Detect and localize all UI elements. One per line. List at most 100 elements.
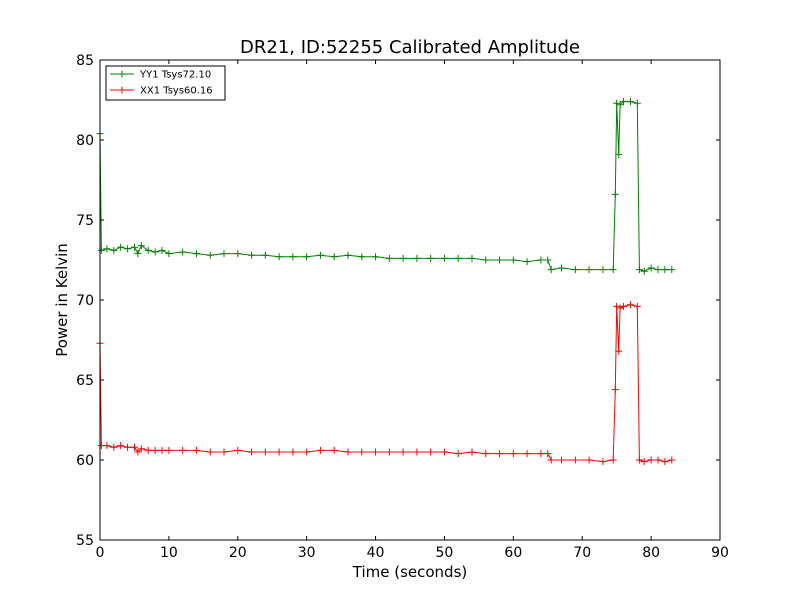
- data-point: [611, 190, 619, 198]
- data-point: [220, 448, 228, 456]
- data-point: [482, 450, 490, 458]
- data-point: [110, 443, 118, 451]
- series-1: [96, 301, 676, 466]
- data-point: [134, 448, 142, 456]
- data-point: [358, 448, 366, 456]
- data-point: [385, 448, 393, 456]
- data-point: [558, 264, 566, 272]
- data-point: [261, 251, 269, 259]
- data-point: [626, 98, 634, 106]
- data-point: [97, 246, 105, 254]
- y-tick-label: 85: [76, 53, 94, 69]
- data-point: [635, 266, 643, 274]
- data-point: [330, 446, 338, 454]
- data-point: [316, 446, 324, 454]
- data-point: [537, 450, 545, 458]
- data-point: [303, 448, 311, 456]
- data-point: [110, 246, 118, 254]
- data-point: [399, 254, 407, 262]
- data-point: [103, 245, 111, 253]
- data-point: [275, 448, 283, 456]
- data-point: [599, 458, 607, 466]
- data-point: [620, 98, 628, 106]
- data-point: [496, 450, 504, 458]
- data-point: [496, 256, 504, 264]
- data-point: [137, 242, 145, 250]
- x-tick-label: 10: [160, 545, 178, 561]
- data-point: [468, 254, 476, 262]
- data-point: [124, 443, 132, 451]
- data-point: [609, 266, 617, 274]
- y-tick-label: 80: [76, 133, 94, 149]
- data-point: [609, 456, 617, 464]
- data-point: [509, 256, 517, 264]
- data-point: [661, 458, 669, 466]
- data-point: [440, 448, 448, 456]
- data-point: [626, 301, 634, 309]
- y-tick-label: 55: [76, 533, 94, 549]
- data-point: [544, 450, 552, 458]
- y-axis-label: Power in Kelvin: [53, 243, 71, 357]
- data-point: [117, 442, 125, 450]
- x-tick-label: 40: [367, 545, 385, 561]
- data-point: [303, 253, 311, 261]
- data-point: [344, 448, 352, 456]
- data-point: [330, 253, 338, 261]
- data-point: [440, 254, 448, 262]
- data-point: [661, 266, 669, 274]
- data-point: [372, 253, 380, 261]
- plot-frame: [99, 59, 721, 541]
- data-point: [668, 266, 676, 274]
- data-point: [137, 445, 145, 453]
- legend-marker: [118, 86, 126, 94]
- series-0: [96, 98, 676, 275]
- data-point: [220, 250, 228, 258]
- data-point: [124, 245, 132, 253]
- data-point: [620, 302, 628, 310]
- series-line: [99, 101, 672, 272]
- x-tick-label: 0: [96, 545, 105, 561]
- data-point: [165, 446, 173, 454]
- data-point: [647, 264, 655, 272]
- data-point: [585, 266, 593, 274]
- data-point: [654, 266, 662, 274]
- data-point: [585, 456, 593, 464]
- data-point: [261, 448, 269, 456]
- x-axis-label: Time (seconds): [352, 563, 468, 581]
- legend-label: XX1 Tsys60.16: [140, 86, 213, 97]
- data-point: [616, 101, 624, 109]
- data-point: [358, 253, 366, 261]
- data-point: [615, 347, 623, 355]
- data-point: [616, 304, 624, 312]
- data-point: [571, 456, 579, 464]
- data-point: [482, 256, 490, 264]
- data-point: [158, 446, 166, 454]
- data-point: [468, 448, 476, 456]
- data-point: [134, 250, 142, 258]
- data-point: [571, 266, 579, 274]
- data-point: [275, 253, 283, 261]
- data-point: [344, 251, 352, 259]
- legend-label: YY1 Tsys72.10: [139, 70, 211, 81]
- data-point: [316, 251, 324, 259]
- data-point: [144, 446, 152, 454]
- data-point: [206, 448, 214, 456]
- data-point: [599, 266, 607, 274]
- data-point: [613, 99, 621, 107]
- data-point: [399, 448, 407, 456]
- data-point: [385, 254, 393, 262]
- data-point: [413, 254, 421, 262]
- legend: YY1 Tsys72.10 XX1 Tsys60.16: [105, 65, 226, 101]
- data-point: [117, 243, 125, 251]
- data-point: [372, 448, 380, 456]
- data-point: [558, 456, 566, 464]
- data-point: [654, 456, 662, 464]
- data-point: [427, 254, 435, 262]
- y-tick-label: 70: [76, 293, 94, 309]
- data-point: [640, 458, 648, 466]
- series-line: [99, 304, 672, 463]
- data-point: [633, 99, 641, 107]
- data-point: [289, 253, 297, 261]
- data-point: [547, 456, 555, 464]
